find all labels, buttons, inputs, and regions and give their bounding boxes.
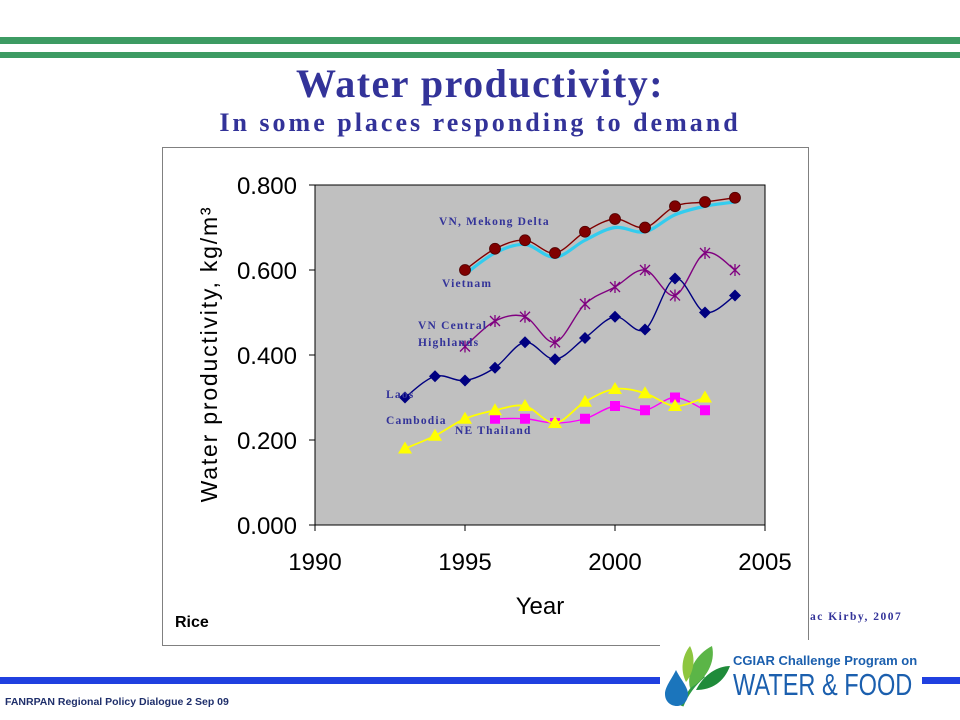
data-point-laos [639,323,651,336]
x-tick-label: 1995 [438,549,491,576]
data-point-cambodia [608,382,622,394]
data-point-cambodia [638,386,652,399]
y-tick-label: 0.000 [237,513,297,540]
series-label-cambodia: Cambodia [386,415,447,427]
y-tick-label: 0.600 [237,258,297,285]
page-title: Water productivity: [295,61,665,106]
top-stripe-secondary [0,52,960,58]
series-label-vietnam: Vietnam [442,278,493,290]
data-point-vn-central-highlands [519,310,531,323]
data-point-ne-thailand [610,401,620,411]
data-point-cambodia [518,399,532,411]
series-cambodia [398,382,712,454]
y-tick-label: 0.200 [237,428,297,455]
cgiar-water-food-logo: CGIAR Challenge Program on WATER & FOOD [660,640,922,708]
data-point-laos [519,336,531,349]
crop-label: Rice [175,614,209,631]
data-point-vn-mekong-delta [729,191,741,204]
series-line-vietnam [464,200,736,276]
data-point-laos [459,374,471,387]
series-vn-mekong-delta [459,191,741,276]
data-point-cambodia [398,441,412,454]
series-line-vn-mekong-delta [464,197,736,271]
page-subtitle: In some places responding to demand [219,108,741,137]
data-point-vn-central-highlands [669,289,681,302]
data-point-laos [429,370,441,383]
data-point-vn-central-highlands [729,264,741,276]
chart-svg: 0.000 0.200 0.400 0.600 0.800 1990 1995 2000 200… [196,173,792,620]
series-vietnam [464,200,736,276]
data-point-cambodia [488,403,502,416]
bottom-rule [0,677,960,684]
data-point-cambodia [578,394,592,407]
data-point-laos [399,391,411,404]
data-point-laos [699,306,711,319]
series-vn-central-highlands [459,247,741,353]
data-point-vn-central-highlands [549,336,561,349]
x-tick-label: 2000 [588,549,641,576]
data-point-vn-mekong-delta [669,200,681,213]
data-point-laos [669,272,681,285]
series-label-vn-central-highlands: VN Central Highlands [418,320,488,349]
y-tick-label: 0.800 [237,173,297,200]
data-point-ne-thailand [490,413,500,424]
data-point-vn-mekong-delta [579,225,591,238]
series-label-ne-thailand: NE Thailand [455,425,532,437]
data-point-laos [489,361,501,374]
x-tick-label: 2005 [738,549,791,576]
data-point-laos [609,310,621,323]
leaf-drop-icon [665,646,730,707]
data-point-vn-mekong-delta [549,247,561,259]
footer-text: FANRPAN Regional Policy Dialogue 2 Sep 0… [5,696,229,708]
series-label-vn-mekong-delta: VN, Mekong Delta [439,216,550,228]
x-axis-title: Year [516,593,565,620]
y-tick-label: 0.400 [237,343,297,370]
data-point-vn-central-highlands [699,247,711,259]
data-point-vn-mekong-delta [459,264,471,276]
data-point-vn-central-highlands [609,281,621,293]
data-point-vn-central-highlands [639,264,651,276]
data-point-vn-central-highlands [459,340,471,353]
data-point-vn-mekong-delta [639,221,651,234]
top-stripe [0,37,960,44]
logo-water-food-text: WATER & FOOD [733,667,913,702]
source-citation: ac Kirby, 2007 [810,611,903,623]
data-point-laos [729,289,741,302]
data-point-cambodia [458,411,472,424]
data-point-ne-thailand [700,405,710,416]
series-laos [399,272,741,404]
data-point-vn-mekong-delta [489,242,501,255]
data-point-cambodia [548,416,562,428]
data-point-ne-thailand [580,413,590,424]
data-point-laos [549,353,561,366]
chart-container: 0.000 0.200 0.400 0.600 0.800 1990 1995 2000 200… [162,147,809,646]
series-label-laos: Laos [386,389,415,401]
y-axis-title: Water productivity, kg/m³ [196,206,222,503]
data-point-cambodia [668,399,682,411]
data-point-vn-central-highlands [489,315,501,327]
data-point-cambodia [428,428,442,441]
data-point-vn-mekong-delta [699,196,711,208]
data-point-vn-mekong-delta [519,234,531,247]
series-line-vn-central-highlands [464,251,736,348]
x-tick-label: 1990 [288,549,341,576]
plot-area [314,184,766,526]
logo-program-text: CGIAR Challenge Program on [733,653,918,668]
data-point-ne-thailand [640,405,650,416]
data-point-vn-mekong-delta [609,213,621,225]
data-point-cambodia [698,390,712,403]
data-point-vn-central-highlands [579,298,591,310]
data-point-ne-thailand [670,392,680,403]
data-point-laos [579,332,591,344]
data-point-ne-thailand [520,413,530,424]
